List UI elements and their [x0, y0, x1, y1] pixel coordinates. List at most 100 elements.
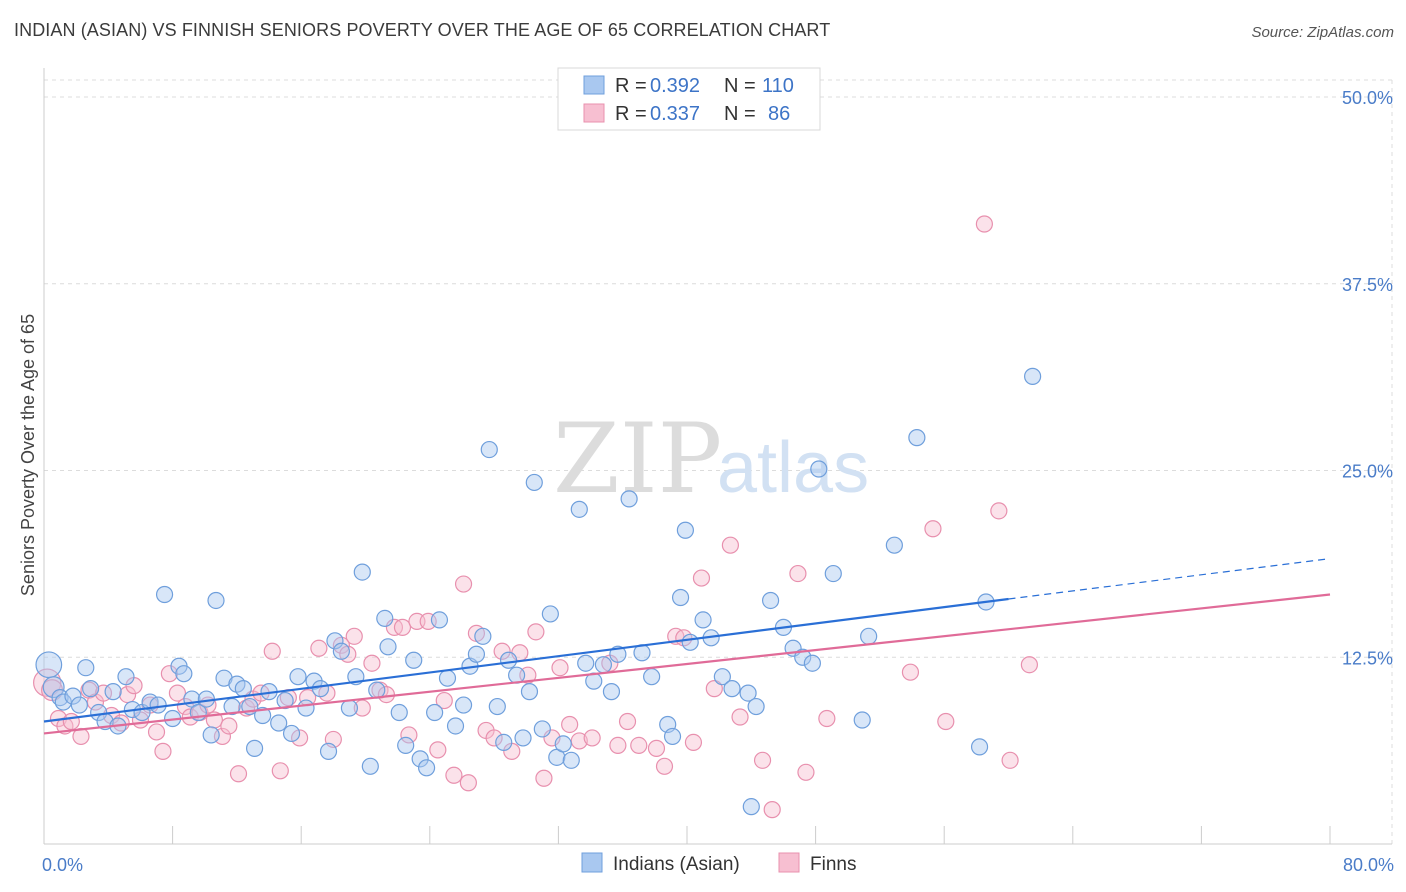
finns-point-72: [630, 736, 648, 754]
chart-title: INDIAN (ASIAN) VS FINNISH SENIORS POVERT…: [14, 20, 831, 40]
legend-n-label-pink: N =: [724, 103, 756, 125]
watermark-zip: ZIP: [553, 403, 722, 515]
indians-point-10: [104, 683, 122, 701]
legend-n-label-blue: N =: [724, 75, 756, 97]
y-axis-title: Seniors Poverty Over the Age of 65: [18, 314, 38, 596]
indians-point-109: [970, 738, 989, 756]
indians-point-108: [908, 429, 926, 447]
indians-point-96: [742, 798, 760, 816]
indians-point-47: [361, 757, 379, 775]
indians-point-73: [541, 605, 559, 623]
finns-point-31: [271, 762, 289, 780]
legend-swatch-blue: [583, 75, 605, 95]
indians-point-88: [671, 588, 690, 607]
trend-line-indians: [43, 597, 1009, 723]
series-indians-points: [35, 367, 1042, 816]
finns-point-47: [400, 726, 418, 744]
indians-point-102: [803, 654, 821, 672]
finns-point-65: [551, 659, 569, 677]
finns-point-92: [1001, 751, 1019, 769]
finns-point-4: [62, 712, 80, 731]
x-tick-labels: 0.0% 80.0%: [42, 855, 1394, 875]
indians-point-42: [326, 632, 344, 650]
legend-r-value-blue: 0.392: [650, 75, 700, 97]
indians-point-97: [747, 697, 765, 716]
indians-point-53: [405, 651, 423, 669]
indians-point-104: [824, 564, 842, 583]
indians-point-107: [885, 536, 903, 554]
indians-point-63: [474, 627, 492, 645]
indians-point-1: [42, 676, 65, 699]
indians-point-58: [438, 669, 457, 687]
indians-point-62: [467, 645, 486, 663]
indians-point-29: [234, 680, 252, 698]
trend-line-indians-extension: [1008, 558, 1331, 600]
indians-point-101: [794, 648, 812, 666]
indians-point-43: [332, 642, 350, 660]
watermark-atlas: atlas: [717, 428, 869, 508]
indians-point-16: [149, 696, 167, 714]
legend-swatch-pink: [583, 103, 605, 123]
finns-point-63: [535, 769, 553, 787]
indians-point-5: [70, 696, 88, 714]
finns-point-74: [655, 757, 674, 775]
legend-bottom-swatch-pink: [778, 852, 800, 873]
finns-point-67: [570, 732, 588, 750]
indians-point-31: [245, 739, 264, 757]
finns-point-83: [763, 801, 781, 819]
source-label: Source: ZipAtlas.com: [1251, 24, 1394, 41]
indians-point-38: [297, 699, 315, 717]
indians-point-70: [520, 683, 539, 701]
indians-point-49: [376, 609, 394, 628]
finns-point-66: [561, 715, 579, 734]
trend-line-finns: [43, 593, 1331, 735]
indians-point-34: [270, 714, 288, 732]
trend-lines: [43, 558, 1331, 735]
finns-point-42: [363, 654, 381, 672]
indians-point-56: [426, 703, 444, 722]
indians-point-103: [810, 460, 828, 478]
finns-point-79: [705, 680, 723, 698]
indians-point-81: [602, 683, 621, 701]
finns-point-54: [459, 774, 477, 792]
finns-point-58: [493, 642, 511, 660]
finns-point-89: [937, 712, 955, 731]
indians-point-111: [1024, 367, 1042, 385]
finns-point-57: [485, 729, 503, 747]
y-tick-label-0: 12.5%: [1342, 648, 1393, 668]
indians-point-40: [311, 680, 330, 698]
indians-point-72: [533, 720, 551, 738]
indians-point-106: [860, 627, 878, 645]
finns-point-46: [393, 618, 412, 636]
finns-point-68: [583, 729, 601, 747]
indians-point-35: [276, 691, 294, 710]
indians-point-4: [64, 687, 82, 705]
indians-point-17: [155, 585, 174, 604]
indians-point-76: [562, 751, 580, 769]
indians-point-69: [514, 729, 532, 747]
indians-point-80: [594, 656, 613, 674]
finns-point-62: [527, 623, 545, 641]
finns-point-53: [454, 575, 473, 593]
indians-point-82: [609, 645, 627, 663]
y-tick-label-2: 37.5%: [1342, 275, 1393, 295]
series-finns-points: [33, 215, 1038, 819]
finns-point-18: [168, 684, 187, 702]
indians-point-91: [694, 611, 712, 629]
finns-point-35: [310, 639, 328, 657]
finns-point-71: [618, 712, 637, 731]
finns-point-15: [147, 723, 166, 741]
indians-point-32: [254, 706, 272, 725]
indians-point-78: [577, 654, 595, 672]
finns-point-87: [901, 663, 920, 681]
indians-point-87: [663, 727, 682, 746]
finns-point-80: [721, 536, 740, 554]
indians-point-55: [417, 759, 436, 777]
finns-point-30: [263, 642, 281, 660]
indians-point-95: [739, 684, 757, 702]
indians-point-93: [713, 668, 731, 686]
axes: [43, 68, 1392, 845]
indians-point-48: [368, 681, 386, 699]
legend-bottom-swatch-blue: [581, 852, 603, 873]
